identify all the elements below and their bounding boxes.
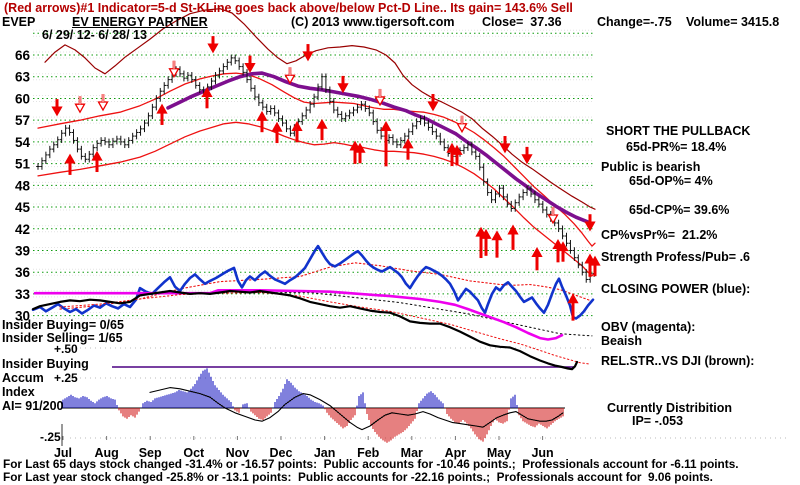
- pr-percent: 65d-PR%= 18.4%: [626, 140, 727, 154]
- indicator-title: (Red arrows)#1 Indicator=5-d St-KLine go…: [4, 1, 573, 15]
- ticker-symbol: EVEP: [2, 15, 36, 29]
- lower-band-red-line: [37, 121, 596, 277]
- rel-str-ma-dotted: [59, 292, 591, 365]
- buy-arrow: [156, 103, 168, 114]
- change-value: Change=-.75: [597, 15, 672, 29]
- sell-arrow: [97, 101, 109, 112]
- accum-label: Accum: [2, 371, 44, 385]
- plus50-axis-label: +.50: [54, 342, 78, 356]
- price-axis-label: 42: [15, 222, 30, 237]
- price-axis-label: 30: [15, 309, 30, 324]
- price-axis-label: 66: [15, 48, 31, 63]
- buy-arrow: [491, 230, 503, 241]
- strength-ratio: Strength Profess/Pub= .6: [601, 250, 750, 264]
- closing-power-line: [31, 244, 595, 320]
- minus25-axis-label: -.25: [40, 430, 61, 444]
- upper-band-brown-line: [44, 8, 596, 210]
- month-label: Mar: [401, 446, 423, 460]
- cp-vs-pr: CP%vsPr%= 21.2%: [601, 228, 718, 242]
- rel-str-line: [31, 289, 579, 371]
- month-label: Jul: [54, 446, 72, 460]
- buy-arrow: [380, 121, 392, 131]
- footer-65day-summary: For Last 65 days stock changed -31.4% or…: [3, 457, 739, 471]
- month-label: Jan: [314, 446, 336, 460]
- copyright-text: (C) 2013 www.tigersoft.com: [291, 15, 455, 29]
- price-axis-label: 48: [15, 178, 31, 193]
- buy-arrow: [271, 121, 283, 132]
- company-name: EV ENERGY PARTNER: [72, 15, 208, 29]
- buy-arrow: [64, 153, 76, 164]
- insider-buying-title: Insider Buying: [2, 357, 89, 371]
- month-label: Apr: [445, 446, 467, 460]
- sell-arrow: [168, 68, 180, 79]
- price-axis-label: 60: [15, 91, 30, 106]
- close-value: Close= 37.36: [482, 15, 562, 29]
- obv-status: Beaish: [601, 334, 642, 348]
- closing-power-label: CLOSING POWER (blue):: [601, 282, 751, 296]
- rel-str-label: REL.STR..VS DJI (brown):: [601, 354, 755, 368]
- price-axis-label: 45: [15, 200, 31, 215]
- index-label: Index: [2, 385, 35, 399]
- price-axis-label: 33: [15, 287, 31, 302]
- op-percent: 65d-OP%= 4%: [629, 174, 713, 188]
- sell-arrow: [521, 154, 533, 165]
- buy-arrow: [256, 110, 268, 121]
- volume-value: Volume= 3415.8: [686, 15, 780, 29]
- short-pullback-label: SHORT THE PULLBACK: [606, 124, 751, 138]
- ai-value: AI= 91/200: [2, 399, 64, 413]
- price-axis-label: 36: [15, 265, 31, 280]
- month-label: Aug: [94, 446, 118, 460]
- footer-year-summary: For Last year stock changed -25.8% or -1…: [3, 470, 713, 484]
- sell-arrow: [337, 83, 349, 94]
- insider-buying-count: Insider Buying= 0/65: [2, 318, 124, 332]
- buy-arrow: [316, 118, 328, 129]
- price-axis-label: 57: [15, 113, 30, 128]
- plus25-axis-label: +.25: [54, 371, 78, 385]
- distribution-status: Currently Distribition: [607, 401, 733, 415]
- month-label: Oct: [183, 446, 205, 460]
- month-label: Sep: [139, 446, 162, 460]
- month-label: Feb: [357, 446, 380, 460]
- date-range: 6/ 29/ 12- 6/ 28/ 13: [42, 28, 147, 42]
- sell-arrow: [74, 103, 86, 114]
- price-axis-label: 54: [15, 135, 31, 150]
- accum-index-ma: [149, 387, 564, 431]
- sell-arrow: [427, 101, 439, 112]
- ip-value: IP= -.053: [632, 414, 684, 428]
- month-label: Nov: [226, 446, 250, 460]
- insider-selling-count: Insider Selling= 1/65: [2, 331, 123, 345]
- sell-arrow: [51, 106, 63, 117]
- price-axis-label: 63: [15, 70, 31, 85]
- month-label: Jun: [531, 446, 553, 460]
- price-axis-label: 39: [15, 243, 30, 258]
- cp-percent: 65d-CP%= 39.6%: [629, 203, 730, 217]
- month-label: Dec: [270, 446, 293, 460]
- price-axis-label: 51: [15, 157, 31, 172]
- obv-label: OBV (magenta):: [601, 320, 696, 334]
- sell-arrow: [207, 43, 219, 54]
- buy-arrow: [507, 224, 519, 235]
- month-label: May: [487, 446, 511, 460]
- buy-arrow: [91, 150, 103, 161]
- sell-arrow: [547, 214, 559, 225]
- buy-arrow: [531, 246, 543, 257]
- upper-band-red-line: [37, 72, 596, 247]
- public-bearish-label: Public is bearish: [601, 160, 701, 174]
